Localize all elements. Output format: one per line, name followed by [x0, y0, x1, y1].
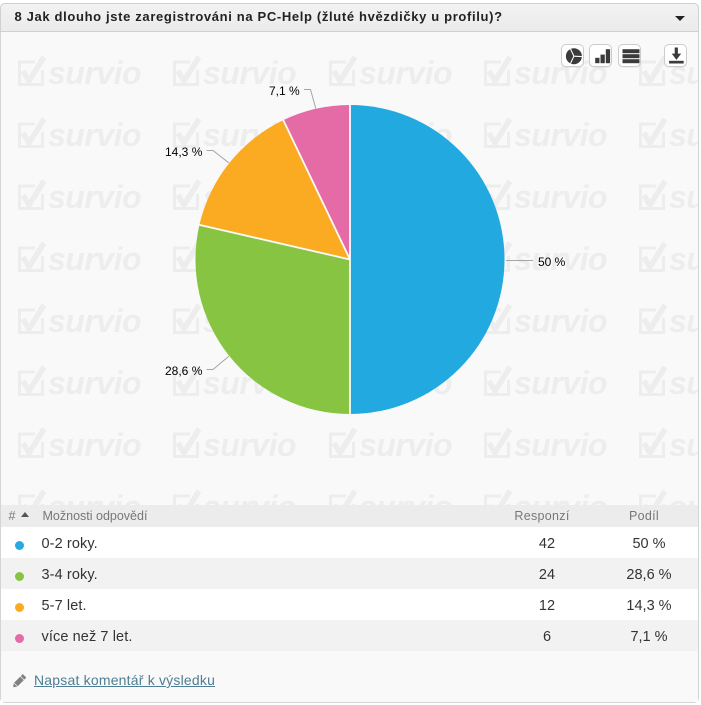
svg-text:survio: survio [669, 241, 699, 273]
svg-text:7,1 %: 7,1 % [269, 84, 300, 98]
svg-text:survio: survio [514, 117, 607, 149]
svg-text:14,3 %: 14,3 % [165, 145, 203, 159]
svg-text:survio: survio [669, 365, 699, 397]
svg-text:survio: survio [48, 55, 141, 87]
svg-text:survio: survio [669, 179, 699, 211]
svg-text:survio: survio [48, 365, 141, 397]
svg-text:survio: survio [203, 427, 296, 459]
svg-text:survio: survio [48, 427, 141, 459]
svg-text:survio: survio [514, 241, 607, 273]
svg-text:50 %: 50 % [538, 255, 566, 269]
svg-text:survio: survio [669, 427, 699, 459]
svg-text:survio: survio [514, 427, 607, 459]
svg-text:survio: survio [48, 241, 141, 273]
svg-text:survio: survio [669, 117, 699, 149]
svg-text:survio: survio [514, 303, 607, 335]
svg-text:28,6 %: 28,6 % [165, 364, 203, 378]
svg-text:survio: survio [359, 427, 452, 459]
svg-text:survio: survio [48, 117, 141, 149]
svg-text:survio: survio [203, 55, 296, 87]
svg-text:survio: survio [48, 179, 141, 211]
svg-text:survio: survio [514, 179, 607, 211]
svg-text:survio: survio [669, 303, 699, 335]
svg-text:survio: survio [48, 303, 141, 335]
svg-text:survio: survio [514, 365, 607, 397]
svg-text:survio: survio [359, 55, 452, 87]
